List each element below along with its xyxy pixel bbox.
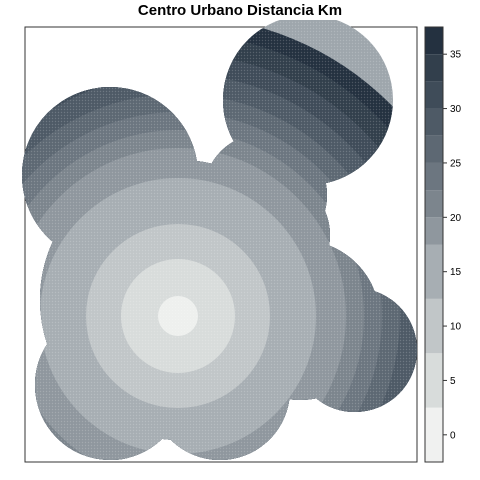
legend-tick-label: 20 bbox=[450, 213, 462, 224]
legend-band-0 bbox=[425, 407, 443, 462]
legend-band-6 bbox=[425, 162, 443, 191]
legend-band-7 bbox=[425, 135, 443, 163]
legend-tick-label: 25 bbox=[450, 158, 462, 169]
color-legend: 35 30 25 20 15 10 5 0 bbox=[424, 26, 462, 463]
legend-band-4 bbox=[425, 217, 443, 245]
legend-tick-label: 35 bbox=[450, 50, 462, 61]
legend-tick-label: 15 bbox=[450, 267, 462, 278]
legend-tick-label: 0 bbox=[450, 430, 456, 441]
legend-tick-label: 10 bbox=[450, 322, 462, 333]
legend-band-11 bbox=[425, 27, 443, 55]
legend-tick-label: 30 bbox=[450, 104, 462, 115]
legend-band-10 bbox=[425, 54, 443, 82]
legend-band-8 bbox=[425, 108, 443, 136]
legend-band-5 bbox=[425, 190, 443, 218]
legend-band-9 bbox=[425, 81, 443, 109]
legend-band-3 bbox=[425, 244, 443, 299]
map-title: Centro Urbano Distancia Km bbox=[137, 2, 343, 19]
legend-ticks: 35 30 25 20 15 10 5 0 bbox=[443, 50, 462, 441]
legend-frame bbox=[424, 26, 444, 463]
legend-bands bbox=[425, 27, 443, 462]
legend-band-1 bbox=[425, 353, 443, 408]
legend-tick-label: 5 bbox=[450, 376, 456, 387]
legend-band-2 bbox=[425, 298, 443, 354]
